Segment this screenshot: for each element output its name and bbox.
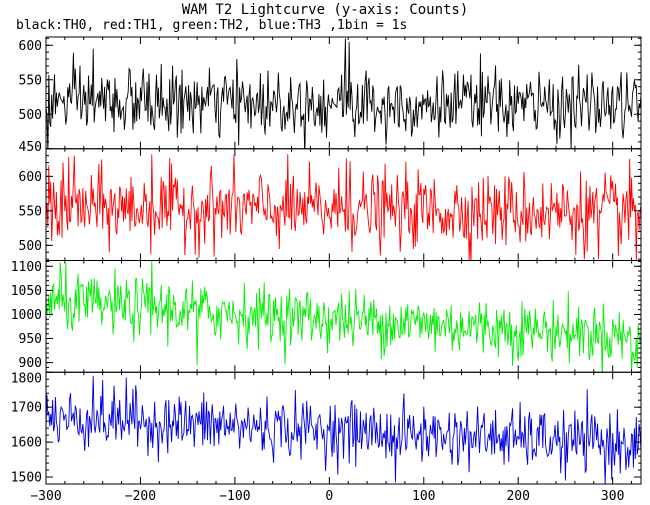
x-tick-label: −300: [30, 489, 61, 504]
y-tick-label: 550: [19, 204, 42, 219]
x-tick-label: −200: [125, 489, 156, 504]
y-tick-label: 1700: [11, 401, 42, 416]
lightcurve-th1: [46, 154, 641, 261]
panels: 4505005506005005506009009501000105011001…: [11, 36, 642, 504]
y-tick-label: 1600: [11, 436, 42, 451]
y-tick-label: 500: [19, 108, 42, 123]
y-tick-label: 600: [19, 170, 42, 185]
y-tick-label: 450: [19, 140, 42, 155]
y-tick-label: 1000: [11, 308, 42, 323]
x-tick-label: 300: [601, 489, 624, 504]
y-tick-label: 1100: [11, 260, 42, 275]
y-tick-label: 550: [19, 73, 42, 88]
chart-title: WAM T2 Lightcurve (y-axis: Counts): [182, 2, 469, 18]
x-tick-label: 200: [506, 489, 529, 504]
lightcurve-th0: [46, 38, 641, 149]
x-tick-label: 100: [412, 489, 435, 504]
y-tick-label: 900: [19, 356, 42, 371]
y-tick-label: 1500: [11, 471, 42, 486]
y-tick-label: 500: [19, 239, 42, 254]
y-tick-label: 600: [19, 39, 42, 54]
y-tick-label: 950: [19, 332, 42, 347]
lightcurve-th3: [46, 375, 641, 484]
y-tick-label: 1800: [11, 371, 42, 386]
x-tick-label: −100: [219, 489, 250, 504]
x-tick-label: 0: [325, 489, 333, 504]
lightcurve-th2: [46, 260, 641, 373]
y-tick-label: 1050: [11, 284, 42, 299]
chart-subtitle: black:TH0, red:TH1, green:TH2, blue:TH3 …: [16, 18, 407, 33]
